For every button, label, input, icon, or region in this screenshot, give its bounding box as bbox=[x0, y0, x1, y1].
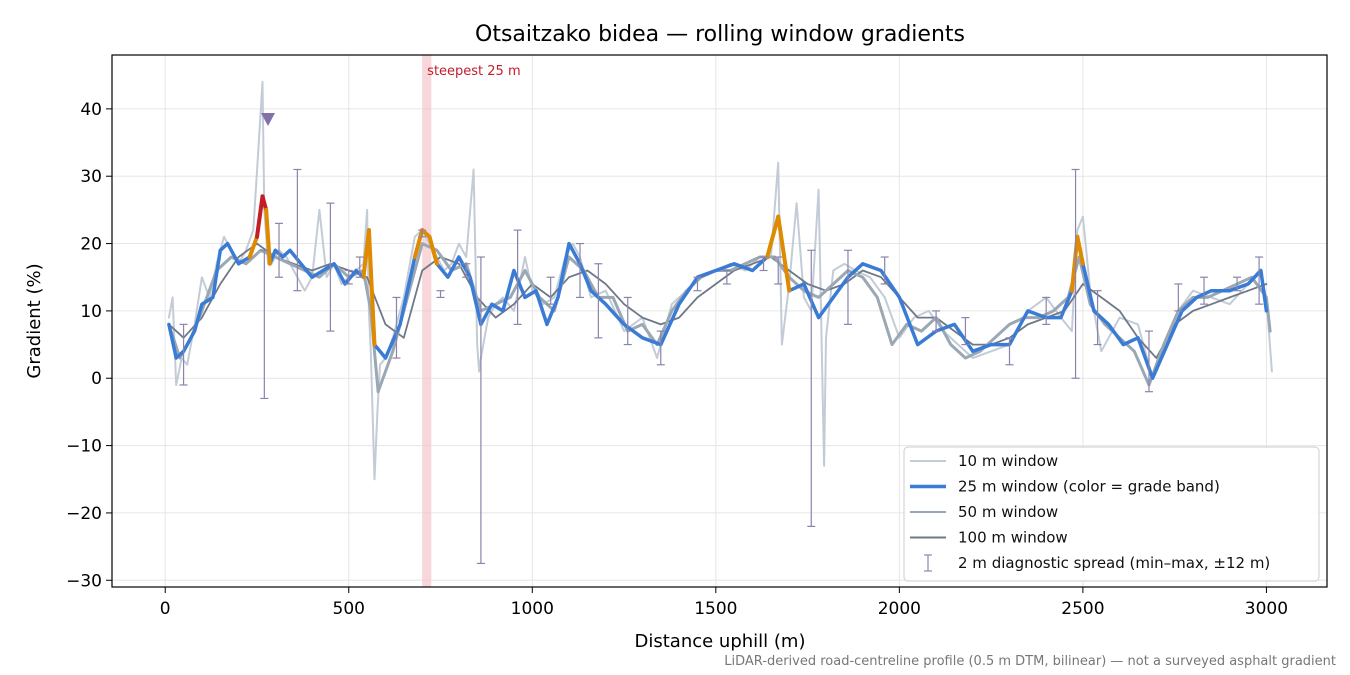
y-tick-label: 0 bbox=[91, 369, 102, 389]
y-tick-label: −30 bbox=[66, 571, 102, 591]
footer-note: LiDAR-derived road-centreline profile (0… bbox=[724, 654, 1336, 669]
grade-band-segment bbox=[765, 214, 781, 260]
y-tick-label: −10 bbox=[66, 437, 102, 457]
x-tick-label: 3000 bbox=[1245, 599, 1288, 619]
x-tick-label: 0 bbox=[160, 599, 171, 619]
y-tick-label: 10 bbox=[80, 302, 102, 322]
grade-band-segment bbox=[427, 234, 439, 266]
y-tick-label: 20 bbox=[80, 235, 102, 255]
legend-label: 50 m window bbox=[958, 503, 1058, 521]
y-tick-label: 40 bbox=[80, 100, 102, 120]
legend-box bbox=[903, 446, 1320, 582]
grade-band-segment bbox=[776, 214, 792, 293]
x-axis: 0 500 1000 1500 2000 2500 3000 bbox=[160, 587, 1288, 619]
plot-area: steepest 25 m bbox=[111, 54, 1328, 588]
x-tick-label: 500 bbox=[333, 599, 365, 619]
grade-band-segment bbox=[412, 228, 425, 260]
y-axis: −30 −20 −10 0 10 20 30 40 bbox=[66, 100, 112, 591]
grade-band-segment bbox=[1075, 234, 1085, 266]
grade-band-segment bbox=[366, 228, 377, 347]
legend-label: 10 m window bbox=[958, 452, 1058, 470]
y-tick-label: 30 bbox=[80, 167, 102, 187]
x-axis-label: Distance uphill (m) bbox=[635, 631, 806, 652]
peak-marker-icon bbox=[261, 112, 276, 126]
grid bbox=[112, 55, 1327, 587]
x-tick-label: 2500 bbox=[1061, 599, 1104, 619]
chart-title: Otsaitzako bidea — rolling window gradie… bbox=[475, 22, 965, 47]
grade-band-segment bbox=[254, 194, 265, 239]
legend: 10 m window 25 m window (color = grade ba… bbox=[903, 446, 1320, 582]
legend-label: 100 m window bbox=[958, 529, 1068, 547]
steepest-annotation: steepest 25 m bbox=[427, 64, 520, 79]
grade-band-segment bbox=[1069, 234, 1080, 293]
grade-band-segment bbox=[264, 207, 272, 266]
x-tick-label: 1500 bbox=[694, 599, 737, 619]
plot-frame bbox=[111, 54, 1328, 588]
steepest-25m-band bbox=[422, 55, 432, 587]
x-tick-label: 2000 bbox=[878, 599, 921, 619]
grade-band-segment bbox=[247, 234, 259, 260]
y-axis-label: Gradient (%) bbox=[24, 263, 45, 378]
legend-label: 2 m diagnostic spread (min–max, ±12 m) bbox=[958, 554, 1270, 572]
x-tick-label: 1000 bbox=[511, 599, 554, 619]
legend-label: 25 m window (color = grade band) bbox=[958, 478, 1220, 496]
grade-band-segment bbox=[260, 194, 269, 212]
diagnostic-spread-layer bbox=[179, 168, 1264, 565]
y-tick-label: −20 bbox=[66, 504, 102, 524]
